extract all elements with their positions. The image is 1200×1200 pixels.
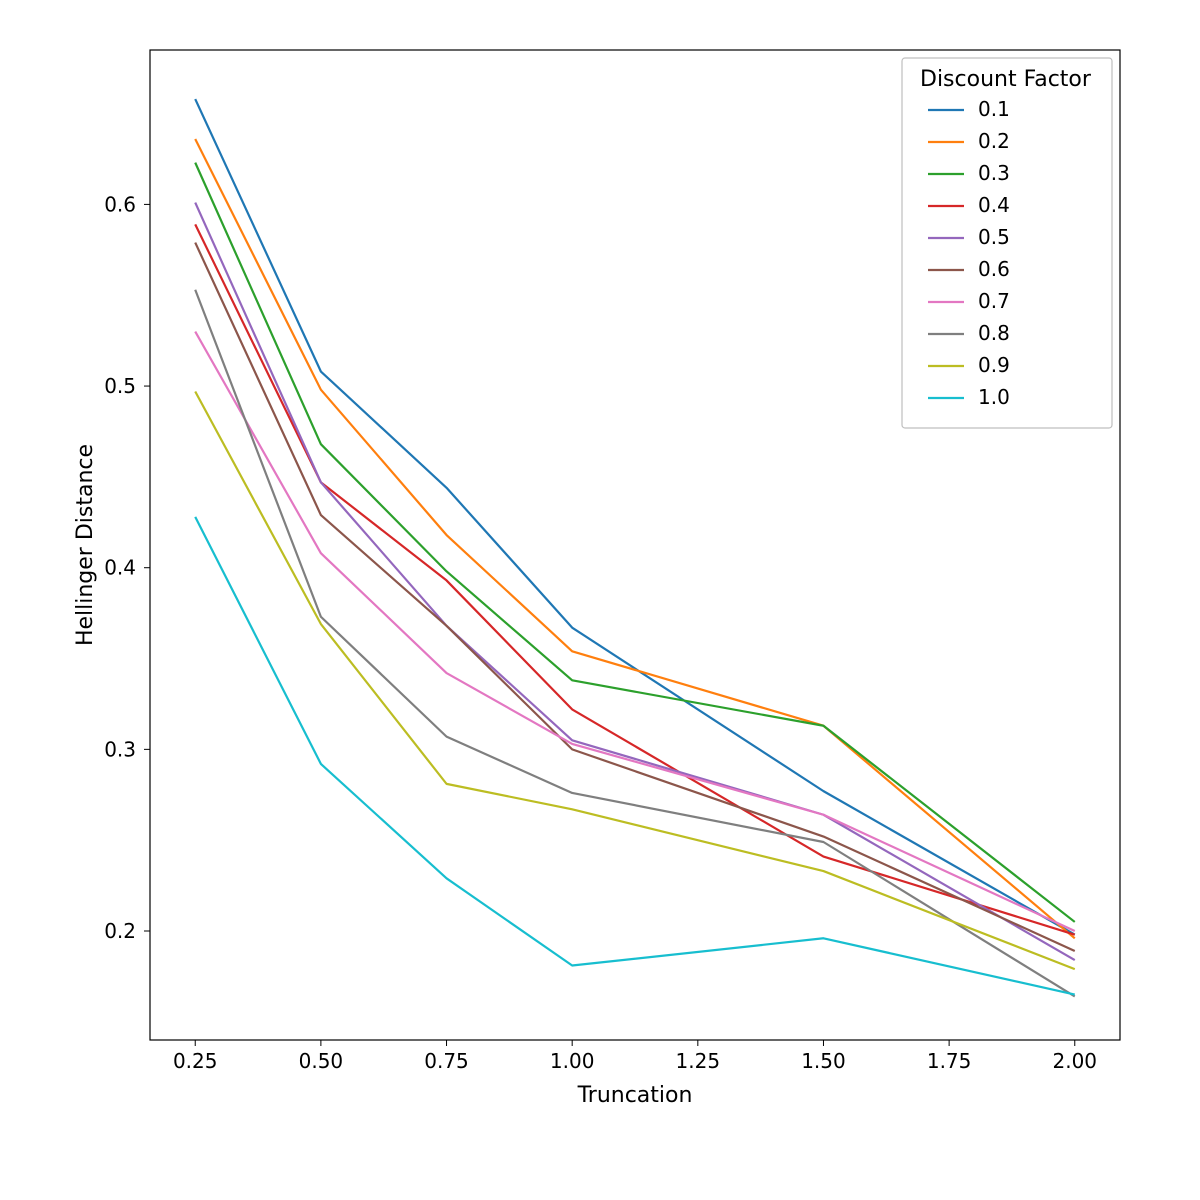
legend-label: 0.5 <box>978 225 1010 249</box>
legend-label: 0.2 <box>978 129 1010 153</box>
y-axis-label: Hellinger Distance <box>73 444 98 646</box>
x-tick-label: 1.25 <box>676 1049 721 1073</box>
line-chart-svg: 0.25 0.50 0.75 1.00 1.25 1.50 1.75 2.00 Truncati… <box>0 0 1200 1200</box>
y-tick-label: 0.3 <box>104 737 136 761</box>
legend-label: 0.4 <box>978 193 1010 217</box>
x-tick-label: 1.75 <box>927 1049 972 1073</box>
legend-label: 0.8 <box>978 321 1010 345</box>
legend-label: 0.9 <box>978 353 1010 377</box>
x-tick-label: 1.50 <box>801 1049 846 1073</box>
x-tick-label: 1.00 <box>550 1049 595 1073</box>
legend-label: 1.0 <box>978 385 1010 409</box>
x-axis-label: Truncation <box>577 1083 693 1108</box>
x-tick-label: 2.00 <box>1053 1049 1098 1073</box>
y-tick-label: 0.4 <box>104 556 136 580</box>
legend-title: Discount Factor <box>920 67 1092 92</box>
x-tick-label: 0.25 <box>173 1049 218 1073</box>
y-tick-label: 0.6 <box>104 192 136 216</box>
legend-label: 0.3 <box>978 161 1010 185</box>
legend-label: 0.6 <box>978 257 1010 281</box>
legend-label: 0.1 <box>978 97 1010 121</box>
chart-container: 0.25 0.50 0.75 1.00 1.25 1.50 1.75 2.00 Truncati… <box>0 0 1200 1200</box>
y-tick-label: 0.2 <box>104 919 136 943</box>
legend-label: 0.7 <box>978 289 1010 313</box>
y-tick-label: 0.5 <box>104 374 136 398</box>
x-tick-label: 0.75 <box>424 1049 469 1073</box>
x-tick-label: 0.50 <box>299 1049 344 1073</box>
